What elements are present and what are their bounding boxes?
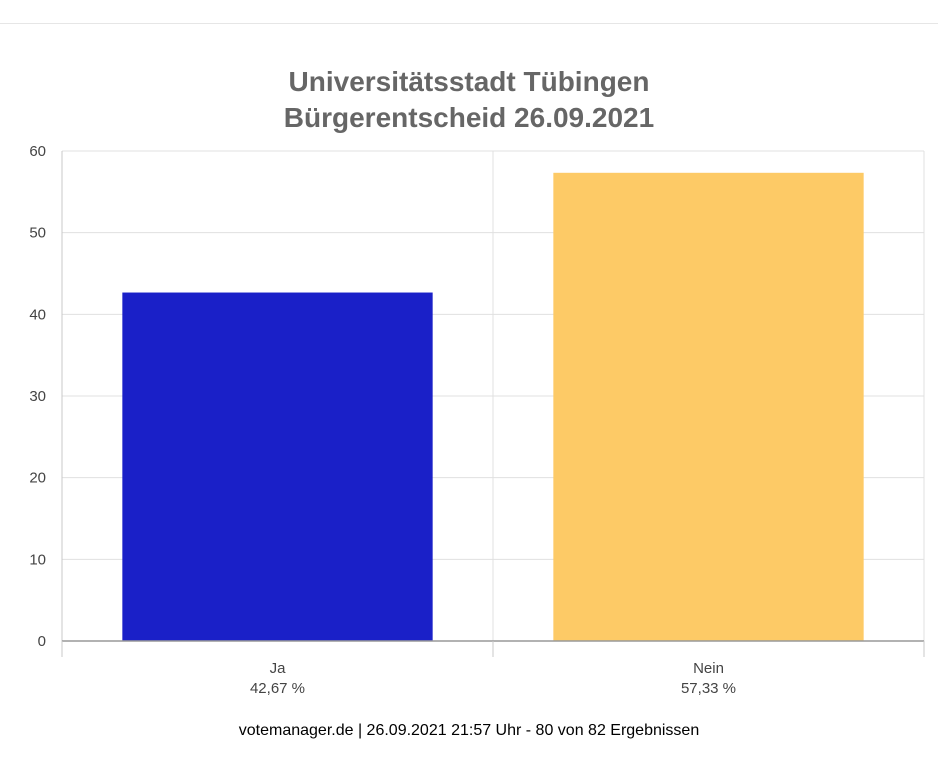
bar-ja	[122, 292, 433, 641]
chart-title-line1: Universitätsstadt Tübingen	[289, 66, 650, 97]
y-tick-label-0: 0	[38, 633, 46, 650]
footer-source: votemanager.de | 26.09.2021 21:57 Uhr - …	[238, 722, 700, 739]
top-divider	[0, 23, 938, 24]
bars-layer	[122, 172, 864, 641]
y-tick-label-60: 60	[29, 143, 46, 160]
x-value-label-nein: 57,33 %	[681, 680, 736, 697]
x-category-label-ja: Ja	[270, 660, 287, 677]
bar-nein	[553, 172, 864, 641]
y-tick-label-50: 50	[29, 225, 46, 242]
y-tick-label-20: 20	[29, 470, 46, 487]
y-tick-label-30: 30	[29, 388, 46, 405]
chart-title-line2: Bürgerentscheid 26.09.2021	[284, 102, 654, 133]
x-category-label-nein: Nein	[693, 660, 724, 677]
y-tick-label-40: 40	[29, 306, 46, 323]
axis-layer: 0 10 20 30 40 50 60 Ja 42,67 % Nein 57,33 %	[29, 143, 925, 697]
y-tick-label-10: 10	[29, 551, 46, 568]
x-value-label-ja: 42,67 %	[250, 680, 305, 697]
